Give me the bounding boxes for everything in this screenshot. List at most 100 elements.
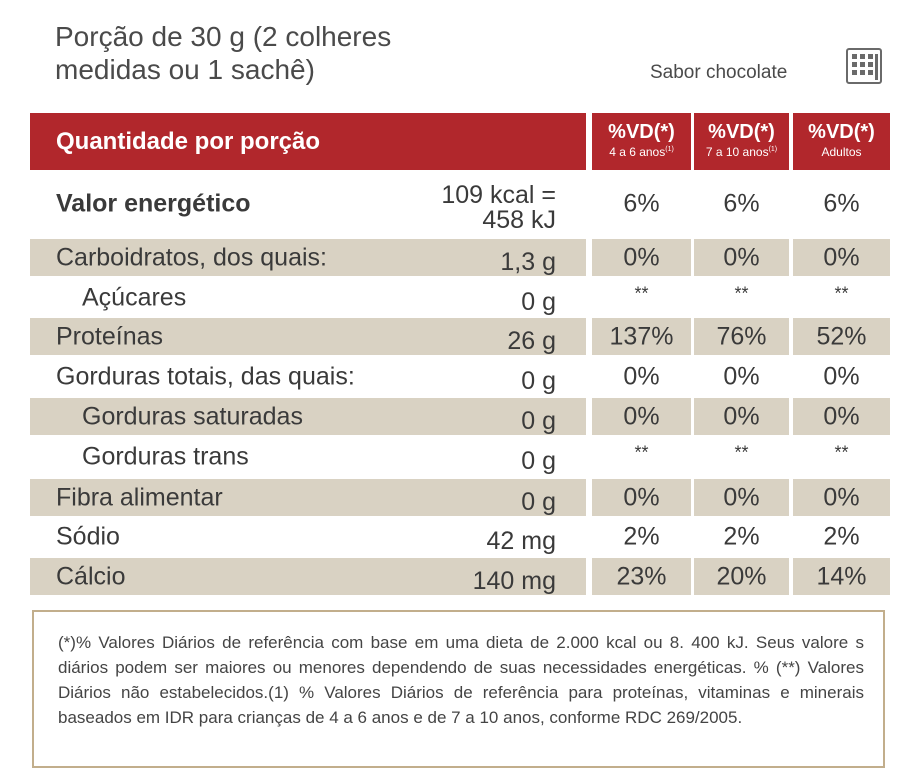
table-row: Açúcares 0 g ** ** ** <box>30 279 890 316</box>
nutrient-name: Cálcio <box>56 562 126 590</box>
nutrient-cell: Gorduras totais, das quais: 0 g <box>30 358 586 395</box>
footnote-text: (*)% Valores Diários de referência com b… <box>58 633 864 727</box>
vd-cell: 2% <box>592 518 691 555</box>
vd-cell: 0% <box>592 479 691 516</box>
vd-header-adults: %VD(*) Adultos <box>793 113 890 170</box>
quantity-header: Quantidade por porção <box>30 113 586 170</box>
vd-value: 2% <box>823 522 860 550</box>
vd-title: %VD(*) <box>808 121 875 143</box>
vd-cell: 0% <box>793 479 890 516</box>
vd-value: ** <box>834 441 849 462</box>
nutrient-name: Carboidratos, dos quais: <box>56 243 327 271</box>
nutrient-cell: Sódio 42 mg <box>30 518 586 555</box>
nutrient-name: Sódio <box>56 522 120 550</box>
vd-value: 6% <box>623 189 660 217</box>
nutrient-cell: Proteínas 26 g <box>30 318 586 355</box>
vd-header-7-10: %VD(*) 7 a 10 anos(1) <box>694 113 789 170</box>
vd-value: 6% <box>723 189 760 217</box>
table-row: Gorduras saturadas 0 g 0% 0% 0% <box>30 398 890 435</box>
nutrient-name: Gorduras saturadas <box>82 402 303 430</box>
vd-cell: 0% <box>694 358 789 395</box>
footnote-box: (*)% Valores Diários de referência com b… <box>32 610 885 768</box>
vd-cell: 2% <box>793 518 890 555</box>
table-row: Cálcio 140 mg 23% 20% 14% <box>30 558 890 595</box>
vd-value: 52% <box>816 322 867 350</box>
vd-header-4-6: %VD(*) 4 a 6 anos(1) <box>592 113 691 170</box>
vd-cell: ** <box>793 438 890 475</box>
nutrient-amount: 0 g <box>521 406 556 435</box>
nutrient-cell: Gorduras trans 0 g <box>30 438 586 475</box>
vd-value: 0% <box>823 402 860 430</box>
vd-cell: 6% <box>793 173 890 234</box>
grid-icon <box>846 48 882 84</box>
portion-line-2: medidas ou 1 sachê) <box>55 54 315 85</box>
vd-title: %VD(*) <box>708 121 775 143</box>
vd-value: 0% <box>623 402 660 430</box>
vd-value: 2% <box>723 522 760 550</box>
vd-cell: 6% <box>694 173 789 234</box>
vd-value: 23% <box>616 562 667 590</box>
vd-cell: ** <box>592 279 691 316</box>
vd-value: 2% <box>623 522 660 550</box>
nutrient-cell: Gorduras saturadas 0 g <box>30 398 586 435</box>
portion-line-1: Porção de 30 g (2 colheres <box>55 21 392 52</box>
vd-cell: 0% <box>592 239 691 276</box>
vd-cell: ** <box>694 438 789 475</box>
vd-value: 137% <box>609 322 674 350</box>
table-row: Gorduras totais, das quais: 0 g 0% 0% 0% <box>30 358 890 395</box>
vd-value: ** <box>634 282 649 303</box>
vd-value: 0% <box>723 243 760 271</box>
table-row: Valor energético 109 kcal = 458 kJ 6% 6% 6% <box>30 173 890 234</box>
vd-value: 76% <box>716 322 767 350</box>
vd-cell: 0% <box>793 239 890 276</box>
vd-cell: 20% <box>694 558 789 595</box>
nutrient-amount: 0 g <box>521 446 556 475</box>
nutrient-amount: 0 g <box>521 287 556 316</box>
table-row: Proteínas 26 g 137% 76% 52% <box>30 318 890 355</box>
vd-subtitle: 7 a 10 anos(1) <box>705 145 778 159</box>
nutrient-cell: Açúcares 0 g <box>30 279 586 316</box>
portion-size: Porção de 30 g (2 colheres medidas ou 1 … <box>55 20 391 86</box>
vd-value: 0% <box>823 483 860 511</box>
flavor-label: Sabor chocolate <box>650 62 788 83</box>
nutrient-name: Gorduras totais, das quais: <box>56 362 355 390</box>
table-row: Gorduras trans 0 g ** ** ** <box>30 438 890 475</box>
nutrient-amount: 109 kcal = 458 kJ <box>441 180 556 234</box>
vd-value: 0% <box>623 243 660 271</box>
vd-cell: 137% <box>592 318 691 355</box>
vd-subtitle: 4 a 6 anos(1) <box>609 145 674 159</box>
vd-cell: 0% <box>592 358 691 395</box>
vd-value: ** <box>734 441 749 462</box>
vd-cell: 0% <box>793 398 890 435</box>
vd-title: %VD(*) <box>608 121 675 143</box>
vd-cell: 76% <box>694 318 789 355</box>
nutrient-amount: 42 mg <box>486 526 556 555</box>
vd-cell: 23% <box>592 558 691 595</box>
vd-value: ** <box>634 441 649 462</box>
nutrient-name: Fibra alimentar <box>56 483 223 511</box>
quantity-header-label: Quantidade por porção <box>56 127 321 155</box>
vd-value: 0% <box>623 362 660 390</box>
vd-cell: 0% <box>694 239 789 276</box>
vd-value: ** <box>834 282 849 303</box>
nutrient-amount: 140 mg <box>472 566 556 595</box>
vd-value: 0% <box>623 483 660 511</box>
table-row: Fibra alimentar 0 g 0% 0% 0% <box>30 479 890 516</box>
vd-value: 0% <box>723 483 760 511</box>
vd-cell: 0% <box>694 398 789 435</box>
nutrient-amount: 0 g <box>521 366 556 395</box>
vd-cell: 6% <box>592 173 691 234</box>
nutrient-name: Valor energético <box>56 189 251 217</box>
vd-cell: 0% <box>793 358 890 395</box>
nutrient-cell: Valor energético 109 kcal = 458 kJ <box>30 173 586 234</box>
nutrient-amount: 26 g <box>507 326 556 355</box>
vd-cell: 0% <box>694 479 789 516</box>
vd-value: 14% <box>816 562 867 590</box>
nutrient-amount: 0 g <box>521 487 556 516</box>
nutrient-amount: 1,3 g <box>500 247 556 276</box>
vd-value: 0% <box>723 402 760 430</box>
vd-cell: ** <box>793 279 890 316</box>
vd-value: 6% <box>823 189 860 217</box>
vd-cell: 52% <box>793 318 890 355</box>
nutrient-name: Gorduras trans <box>82 442 249 470</box>
